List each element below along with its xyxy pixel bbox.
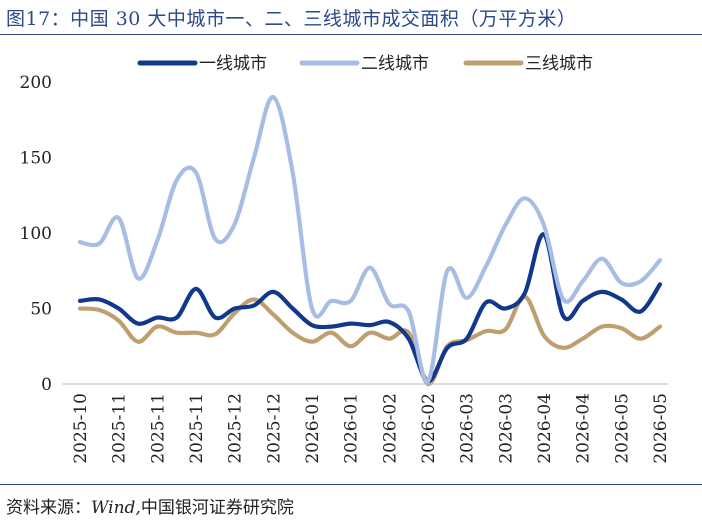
- y-tick-label: 100: [20, 224, 52, 244]
- x-tick-label: 2025-12: [226, 393, 246, 464]
- x-tick-label: 2026-02: [380, 393, 400, 464]
- x-axis: 2025-10 2025-11 2025-11 2025-11 2025-12 2025-…: [62, 383, 671, 464]
- x-tick-label: 2026-04: [574, 393, 594, 464]
- x-tick-label: 2026-05: [612, 393, 632, 464]
- x-tick-label: 2025-11: [148, 393, 168, 464]
- x-tick-label: 2025-11: [110, 393, 130, 464]
- title-rule: [0, 34, 702, 35]
- footer-rule: [0, 484, 702, 485]
- x-tick-label: 2025-10: [71, 393, 91, 464]
- line-chart: 一线城市 二线城市 三线城市 0 50 100 150 200 2025-10 2025-11…: [20, 54, 671, 464]
- y-tick-label: 0: [41, 375, 52, 395]
- x-tick-label: 2026-03: [496, 393, 516, 464]
- legend-item-tier1: 一线城市: [137, 54, 267, 74]
- series-line-tier1: [77, 232, 663, 384]
- chart-title: 图17：中国 30 大中城市一、二、三线城市成交面积（万平方米）: [6, 8, 577, 30]
- legend-label: 三线城市: [525, 54, 593, 74]
- x-tick-label: 2026-01: [303, 393, 323, 464]
- source-org: 中国银河证券研究院: [140, 498, 294, 518]
- legend-item-tier3: 三线城市: [463, 54, 593, 74]
- legend: 一线城市 二线城市 三线城市: [137, 54, 593, 74]
- y-tick-label: 200: [20, 73, 52, 93]
- legend-label: 二线城市: [361, 54, 429, 74]
- series-layer: [77, 94, 663, 387]
- x-tick-label: 2025-12: [264, 393, 284, 464]
- legend-item-tier2: 二线城市: [299, 54, 429, 74]
- source-wind: Wind,: [91, 498, 141, 518]
- x-tick-label: 2026-01: [342, 393, 362, 464]
- y-tick-label: 150: [20, 149, 52, 169]
- x-tick-label: 2026-03: [458, 393, 478, 464]
- y-tick-label: 50: [30, 300, 52, 320]
- source-label: 资料来源：: [6, 498, 91, 518]
- x-tick-label: 2025-11: [187, 393, 207, 464]
- x-tick-label: 2026-02: [419, 393, 439, 464]
- series-line-tier2: [77, 94, 663, 384]
- x-tick-label: 2026-05: [651, 393, 671, 464]
- legend-label: 一线城市: [199, 54, 267, 74]
- y-axis: 0 50 100 150 200: [20, 73, 52, 395]
- series-line-tier3: [77, 294, 663, 387]
- x-tick-label: 2026-04: [535, 393, 555, 464]
- source-note: 资料来源：Wind,中国银河证券研究院: [6, 493, 294, 518]
